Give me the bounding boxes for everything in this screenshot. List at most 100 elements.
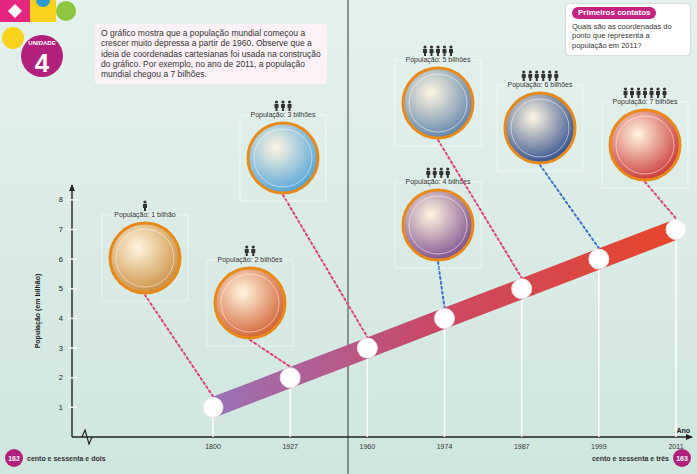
person-icon — [426, 171, 430, 178]
person-icon — [663, 91, 667, 98]
person-icon — [548, 74, 552, 81]
person-icon — [446, 167, 449, 170]
x-tick-label: 1999 — [591, 443, 607, 450]
person-icon — [252, 245, 255, 248]
page-number-words: cento e sessenta e dois — [27, 455, 106, 462]
card-frame — [102, 215, 188, 301]
badge-circle — [21, 35, 63, 77]
picture-card: População: 7 bilhões — [602, 87, 688, 188]
card-frame — [395, 60, 481, 146]
person-icon — [650, 91, 654, 98]
unit-number: 4 — [35, 48, 50, 78]
page-number-words: cento e sessenta e três — [592, 455, 669, 462]
y-tick-label: 3 — [59, 344, 63, 353]
card-picture — [403, 68, 473, 138]
person-icon — [650, 87, 653, 90]
picture-card: População: 2 bilhões — [207, 245, 293, 346]
axis-break — [82, 430, 92, 444]
person-icon — [555, 70, 558, 73]
unit-badge: UNIDADE 4 — [0, 0, 76, 78]
picture-card: População: 6 bilhões — [497, 70, 583, 171]
plot-area — [203, 219, 686, 437]
person-icon — [423, 45, 426, 48]
y-tick — [68, 258, 77, 260]
badge-shape — [56, 1, 76, 21]
data-label: População: 5 bilhões — [406, 56, 471, 64]
x-axis-title: Ano — [676, 427, 690, 434]
person-icon — [245, 245, 248, 248]
data-point — [435, 308, 455, 328]
badge-shape — [0, 0, 30, 22]
card-picture-ring — [409, 196, 467, 254]
person-icon — [433, 171, 437, 178]
x-tick-label: 1960 — [360, 443, 376, 450]
person-icon — [245, 249, 249, 256]
person-icon — [436, 49, 440, 56]
page-number: 162 — [8, 455, 20, 462]
badge-shape — [36, 0, 50, 7]
person-icon — [288, 100, 291, 103]
card-frame — [497, 85, 583, 171]
person-icon — [522, 70, 525, 73]
y-axis — [71, 185, 72, 437]
y-tick — [68, 229, 77, 231]
person-icon — [433, 167, 436, 170]
person-icon — [528, 74, 532, 81]
picture-card: População: 5 bilhões — [395, 45, 481, 146]
question-box: Primeiros contatos Quais são as coordena… — [566, 4, 690, 55]
person-icon — [281, 100, 284, 103]
leader-line — [645, 182, 676, 218]
y-tick — [68, 377, 77, 379]
person-icon — [251, 249, 255, 256]
data-label: População: 3 bilhões — [251, 111, 316, 119]
person-icon — [443, 45, 446, 48]
x-tick-label: 1800 — [205, 443, 221, 450]
card-picture — [505, 93, 575, 163]
person-icon — [643, 87, 646, 90]
leader-line — [145, 295, 213, 396]
person-icon — [541, 74, 545, 81]
person-icon — [436, 45, 439, 48]
y-tick-label: 2 — [59, 373, 63, 382]
page-number: 163 — [676, 455, 688, 462]
axes: 12345678População (em bilhão)Ano18001927… — [34, 184, 693, 450]
person-icon — [443, 49, 447, 56]
person-icon — [656, 87, 659, 90]
data-label: População: 2 bilhões — [218, 256, 283, 264]
person-icon — [656, 91, 660, 98]
person-icon — [439, 171, 443, 178]
card-picture — [110, 223, 180, 293]
person-icon — [446, 171, 450, 178]
person-icon — [630, 91, 634, 98]
data-label: População: 1 bilhão — [114, 211, 176, 219]
y-tick-label: 4 — [59, 314, 63, 323]
y-tick-label: 7 — [59, 225, 63, 234]
y-tick — [68, 199, 77, 201]
drop-line — [444, 318, 446, 437]
question-text: Quais são as coordenadas do ponto que re… — [572, 22, 684, 50]
person-icon — [281, 104, 285, 111]
footer: 162 cento e sessenta e dois 163 cento e ses… — [5, 449, 691, 467]
y-tick-label: 6 — [59, 255, 63, 264]
person-icon — [535, 74, 539, 81]
card-picture-ring — [511, 99, 569, 157]
person-icon — [449, 45, 452, 48]
leader-line — [438, 262, 445, 307]
person-icon — [624, 87, 627, 90]
y-axis-title: População (em bilhão) — [34, 274, 42, 349]
person-icon — [529, 70, 532, 73]
x-tick-label: 1927 — [282, 443, 298, 450]
picture-card: População: 4 bilhões — [395, 167, 481, 268]
y-tick — [68, 407, 77, 409]
page: UNIDADE412345678População (em bilhão)Ano… — [0, 0, 697, 474]
card-picture-ring — [616, 116, 674, 174]
card-frame — [395, 182, 481, 268]
page-number-circle — [673, 449, 691, 467]
person-icon — [423, 49, 427, 56]
card-picture — [610, 110, 680, 180]
unit-label: UNIDADE — [28, 40, 55, 46]
person-icon — [542, 70, 545, 73]
person-icon — [143, 204, 147, 211]
card-picture-ring — [116, 229, 174, 287]
x-tick-label: 2011 — [668, 443, 683, 450]
